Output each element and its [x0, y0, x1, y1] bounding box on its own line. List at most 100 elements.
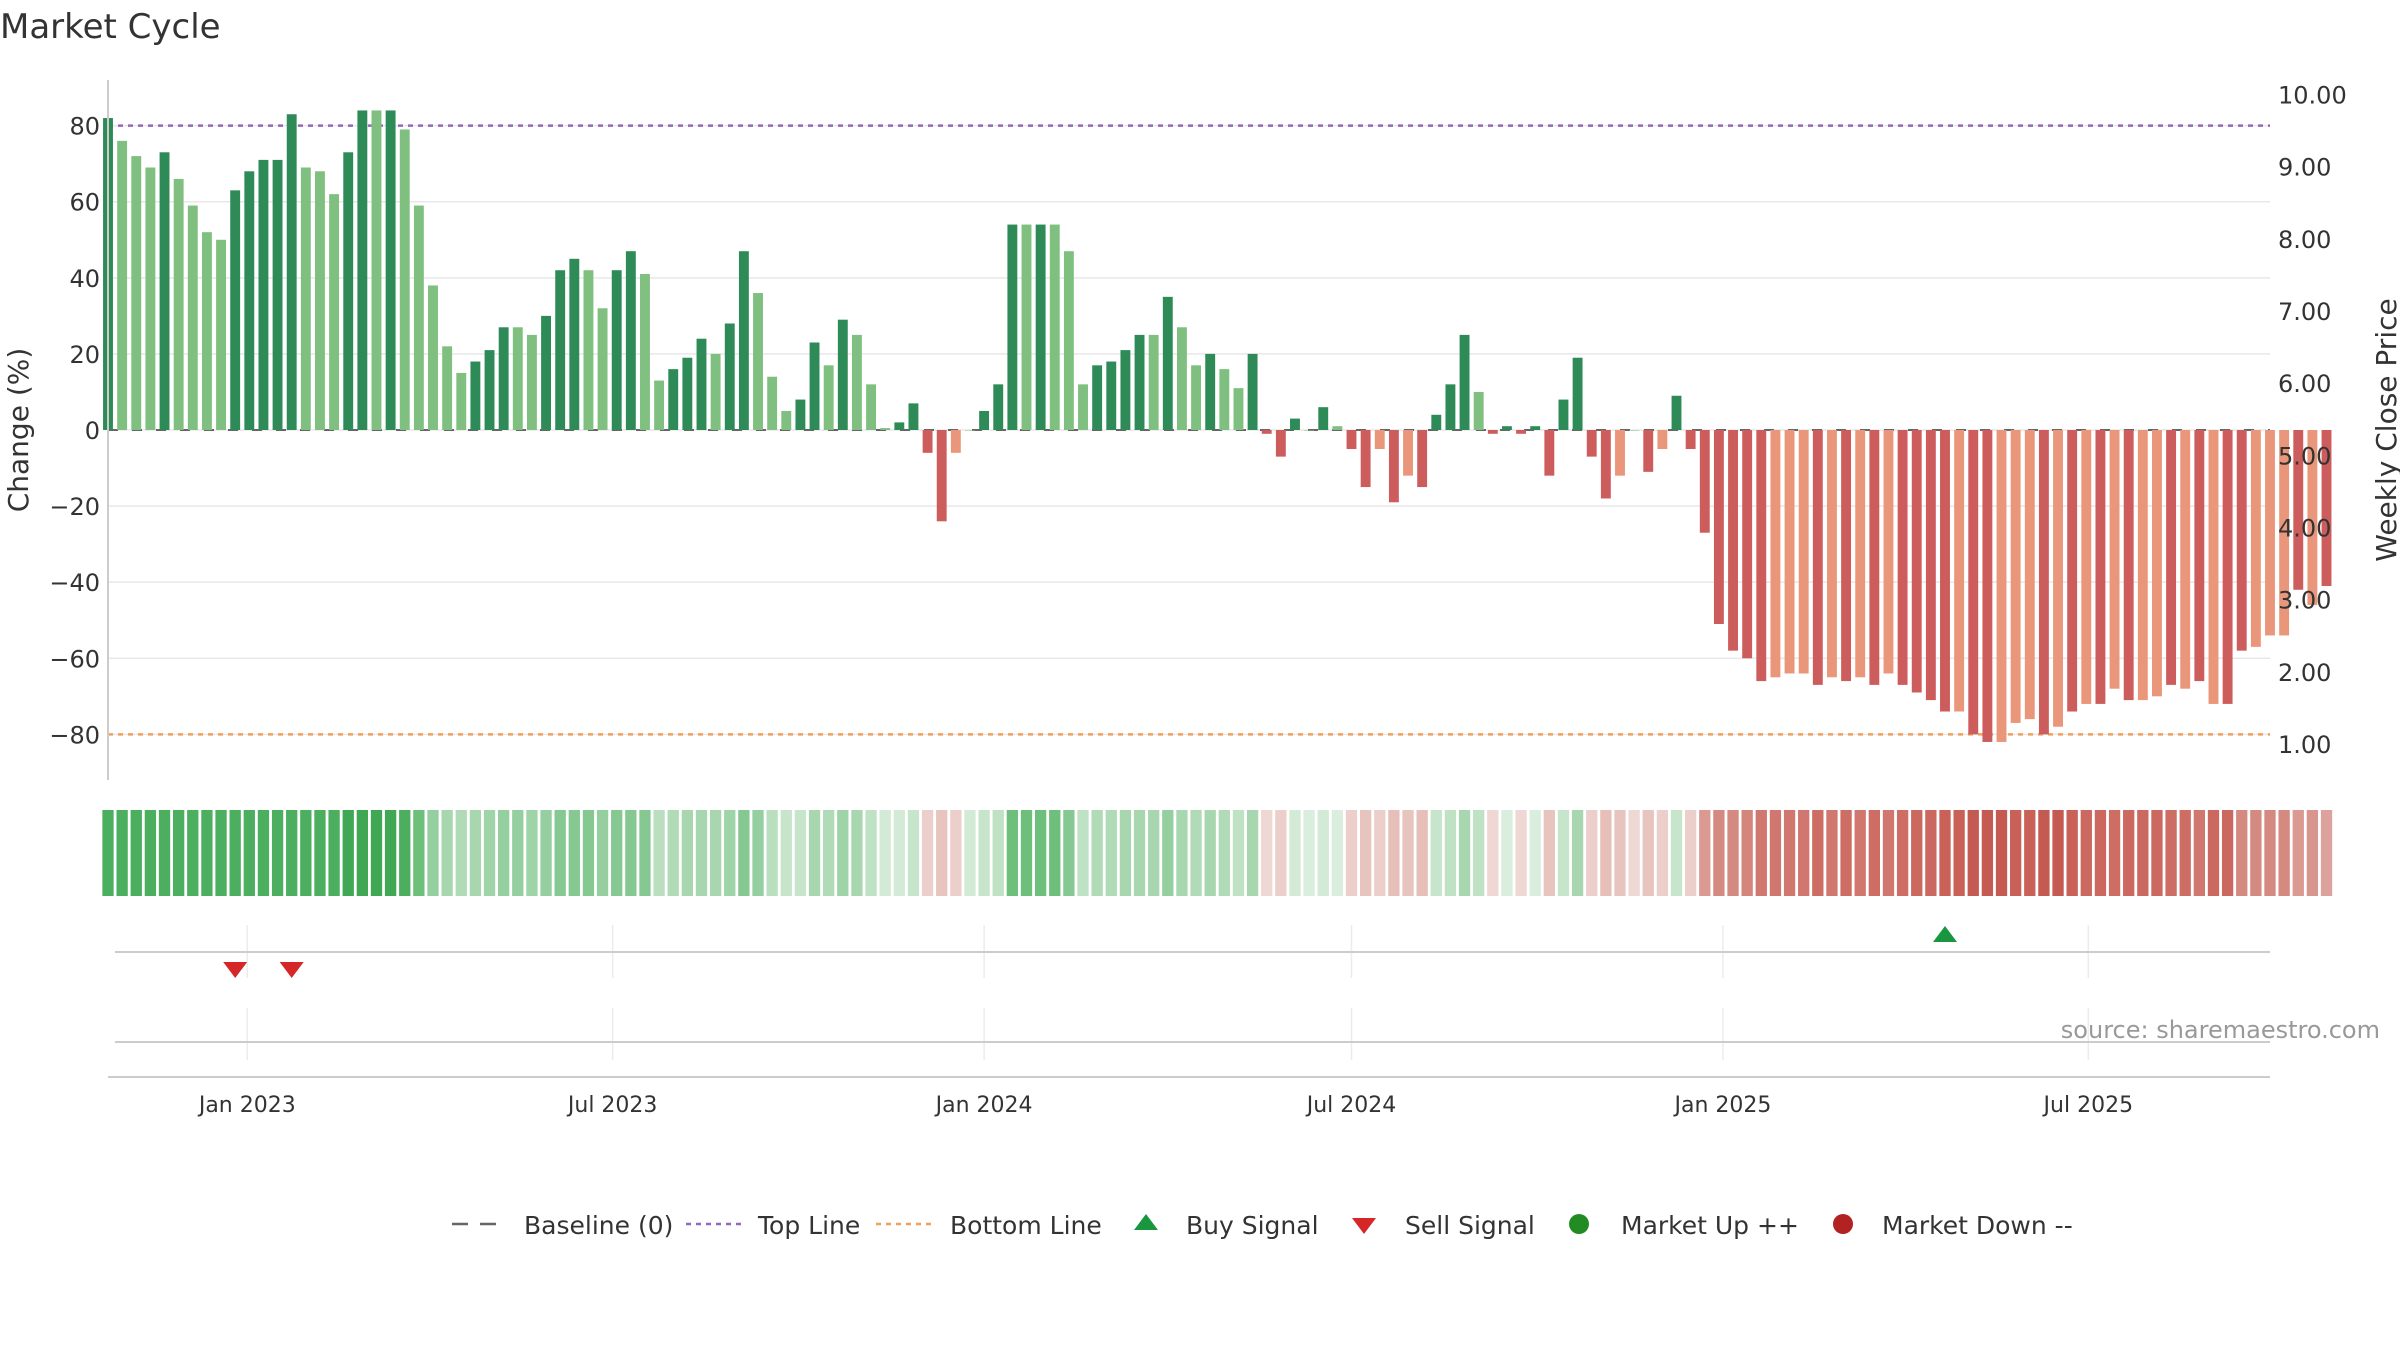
bar	[1290, 418, 1300, 430]
heat-cell	[483, 810, 496, 896]
bar	[216, 239, 226, 430]
legend-item-baseline: Baseline (0)	[452, 1211, 673, 1240]
heat-cell	[639, 810, 651, 896]
heat-cell	[384, 810, 397, 896]
y-tick-label-right: 1.00	[2278, 731, 2331, 759]
bar	[1925, 430, 1936, 701]
heat-cell	[625, 810, 637, 896]
bar	[1191, 365, 1202, 430]
bar	[1742, 430, 1753, 659]
bar	[2222, 430, 2233, 704]
bar	[1233, 388, 1244, 430]
heat-cell	[1077, 810, 1089, 896]
bar	[413, 205, 424, 430]
heat-cell	[257, 810, 270, 896]
bar	[767, 376, 778, 430]
bar	[187, 205, 198, 430]
heat-cell	[851, 810, 863, 896]
heat-cell	[1812, 810, 1824, 896]
heat-cell	[1684, 810, 1697, 896]
bar	[1954, 430, 1965, 712]
bar	[936, 430, 947, 522]
bar	[1035, 224, 1046, 430]
bar	[131, 156, 142, 430]
bar	[640, 274, 650, 430]
heat-cell	[1148, 810, 1160, 896]
heat-cell	[2080, 810, 2092, 896]
heat-cell	[1670, 810, 1683, 896]
bar	[2081, 430, 2092, 704]
bar	[456, 372, 467, 430]
sell-signal-marker	[279, 962, 304, 978]
bar	[1671, 395, 1682, 430]
heat-cell	[1967, 810, 1979, 896]
bar	[1982, 430, 1993, 742]
heat-cell	[2193, 810, 2205, 896]
bar	[2024, 430, 2035, 720]
heat-cell	[1444, 810, 1457, 896]
bar	[2236, 430, 2247, 651]
heat-cell	[1501, 810, 1513, 896]
heat-cell	[158, 810, 171, 896]
heat-cell	[681, 810, 694, 896]
bar	[1770, 430, 1781, 678]
heat-cell	[271, 810, 284, 896]
heat-cell	[2292, 810, 2304, 896]
y-tick-label-left: 0	[85, 417, 100, 445]
heat-cell	[328, 810, 340, 896]
bar	[1728, 430, 1738, 651]
bar	[230, 190, 241, 430]
bar	[2279, 430, 2290, 636]
heat-cell	[667, 810, 679, 896]
heat-cell	[1515, 810, 1527, 896]
bar	[1007, 224, 1018, 430]
heat-cell	[554, 810, 566, 896]
bar	[526, 334, 537, 430]
heat-cell	[1854, 810, 1866, 896]
heat-cell	[201, 810, 213, 896]
heat-cell	[1911, 810, 1923, 896]
bar	[399, 129, 410, 430]
heat-cell	[2236, 810, 2248, 896]
legend-item-buy: Buy Signal	[1134, 1211, 1319, 1240]
bar	[823, 365, 834, 430]
heat-cell	[1557, 810, 1570, 896]
bar	[851, 334, 862, 430]
heat-cell	[936, 810, 948, 896]
heat-cell	[243, 810, 255, 896]
bar	[1403, 430, 1413, 476]
bar	[145, 167, 156, 430]
bar	[286, 114, 297, 430]
heat-cell	[1473, 810, 1485, 896]
heat-cell	[964, 810, 976, 896]
heat-cell	[229, 810, 241, 896]
bar	[2053, 430, 2063, 727]
bar	[2208, 430, 2219, 704]
bar	[880, 428, 891, 430]
heat-cell	[1826, 810, 1838, 896]
y-tick-label-left: 80	[69, 113, 100, 141]
bar	[117, 140, 128, 430]
heat-cell	[1416, 810, 1428, 896]
bar	[1572, 357, 1583, 430]
bar	[258, 159, 269, 431]
heat-cell	[144, 810, 157, 896]
bar	[908, 403, 919, 430]
bar	[1530, 426, 1541, 430]
bar	[1558, 399, 1569, 430]
bar	[300, 167, 311, 430]
bar	[1374, 430, 1385, 450]
bar	[1063, 251, 1074, 430]
heat-cell	[879, 810, 891, 896]
bar	[2095, 430, 2106, 704]
bar	[1615, 430, 1625, 476]
bar	[1261, 430, 1272, 434]
bar	[2307, 430, 2318, 605]
heat-cell	[2165, 810, 2177, 896]
bar	[512, 327, 523, 430]
heat-cell	[1798, 810, 1810, 896]
heat-cell	[1049, 810, 1061, 896]
y-tick-label-right: 8.00	[2278, 226, 2331, 254]
bar	[1106, 361, 1117, 430]
